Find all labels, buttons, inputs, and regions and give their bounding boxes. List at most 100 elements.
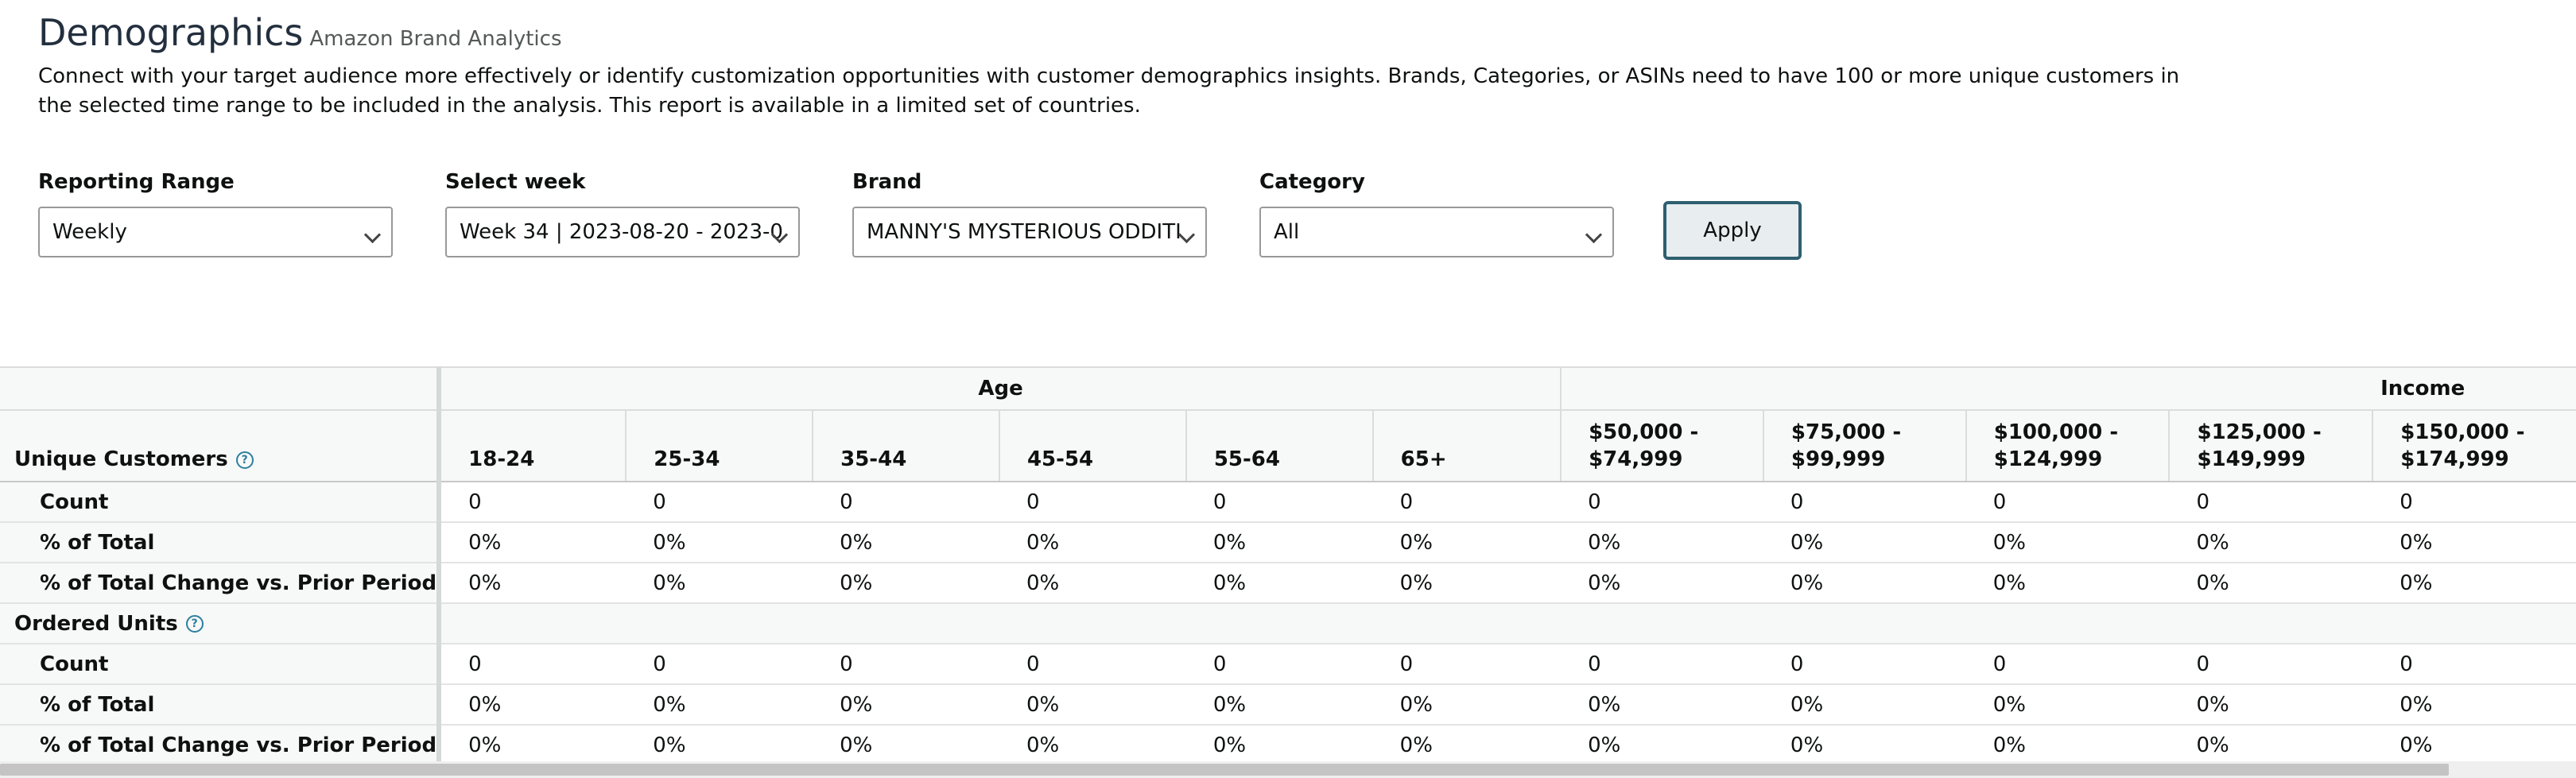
column-header[interactable]: $50,000 - $74,999 [1560,409,1763,482]
table-cell: 0% [439,563,627,604]
table-cell: 0% [626,725,813,761]
table-row: % of Total 0% 0% 0% 0% 0% 0% 0% 0% 0% 0% 0% [0,684,2576,726]
table-cell: 0% [1185,522,1373,563]
select-week-select[interactable]: Week 34 | 2023-08-20 - 2023-0 [445,207,800,257]
column-header[interactable]: $100,000 - $124,999 [1965,409,2170,482]
table-cell: 0 [1561,644,1763,685]
table-cell: 0% [1372,563,1562,604]
table-cell: 0 [999,482,1186,523]
row-label: % of Total Change vs. Prior Period [0,563,442,604]
table-cell: 0 [439,482,627,523]
ordered-units-title: Ordered Units [14,611,178,636]
category-label: Category [1259,170,1365,194]
table-cell: 0% [1965,725,2170,761]
table-cell: 0% [1561,563,1763,604]
table-cell: 0% [1763,563,1966,604]
table-cell: 0 [626,644,813,685]
row-label: Count [0,644,442,685]
table-cell: 0 [1763,644,1966,685]
table-cell: 0% [1965,563,2170,604]
select-week-value: Week 34 | 2023-08-20 - 2023-0 [460,220,783,244]
table-cell: 0% [813,684,999,726]
table-row: Count 0 0 0 0 0 0 0 0 0 0 0 [0,482,2576,523]
table-cell: 0% [2372,684,2576,726]
table-cell: 0 [2169,482,2373,523]
table-cell: 0% [999,725,1186,761]
table-cell: 0% [1965,522,2170,563]
chevron-down-icon [1585,226,1603,244]
column-header-row: Unique Customers? 18-24 25-34 35-44 45-5… [0,409,2576,482]
column-header[interactable]: 25-34 [625,409,813,482]
brand-select[interactable]: MANNY'S MYSTERIOUS ODDITI [852,207,1207,257]
horizontal-scrollbar[interactable] [0,761,2576,778]
column-header[interactable]: 55-64 [1185,409,1373,482]
table-cell: 0% [813,563,999,604]
ordered-units-rows: Count 0 0 0 0 0 0 0 0 0 0 0% of Total 0% 0% 0% 0% 0% 0% 0%… [0,644,2576,761]
table-cell: 0% [1561,684,1763,726]
column-header[interactable]: $150,000 - $174,999 [2372,409,2576,482]
demographics-table: Age Income Unique Customers? 18-24 25-34… [0,366,2576,761]
brand-value: MANNY'S MYSTERIOUS ODDITI [867,220,1181,244]
column-header[interactable]: $75,000 - $99,999 [1762,409,1966,482]
table-cell: 0 [2372,482,2576,523]
table-cell: 0% [1965,684,2170,726]
ordered-units-header: Ordered Units? [0,603,442,644]
ordered-units-section-row: Ordered Units? [0,603,2576,644]
column-header[interactable]: 45-54 [998,409,1186,482]
unique-customers-header: Unique Customers? [0,409,442,482]
chevron-down-icon [363,226,382,244]
table-cell: 0% [2169,684,2373,726]
table-cell: 0 [813,644,999,685]
reporting-range-label: Reporting Range [38,170,235,194]
category-value: All [1274,220,1300,244]
apply-button[interactable]: Apply [1663,201,1802,260]
row-label: % of Total [0,684,442,726]
section-spacer [439,603,2576,644]
age-group-header: Age [438,366,1562,410]
table-cell: 0% [2169,522,2373,563]
table-cell: 0% [999,684,1186,726]
table-cell: 0 [1372,644,1562,685]
row-label: % of Total [0,522,442,563]
reporting-range-select[interactable]: Weekly [38,207,393,257]
reporting-range-value: Weekly [52,220,127,244]
brand-label: Brand [852,170,922,194]
table-cell: 0% [2169,725,2373,761]
scrollbar-thumb[interactable] [0,764,2449,776]
select-week-label: Select week [445,170,586,194]
table-cell: 0% [1763,522,1966,563]
help-icon[interactable]: ? [185,615,204,633]
table-cell: 0% [1185,725,1373,761]
unique-customers-rows: Count 0 0 0 0 0 0 0 0 0 0 0% of Total 0% 0% 0% 0% 0% 0% 0%… [0,482,2576,604]
table-cell: 0% [813,522,999,563]
table-cell: 0 [2372,644,2576,685]
table-cell: 0 [813,482,999,523]
page-title: Demographics [38,11,304,54]
corner-cell [0,366,442,410]
table-cell: 0% [439,684,627,726]
table-cell: 0% [2169,563,2373,604]
page-title-block: Demographics Amazon Brand Analytics [38,11,562,54]
category-select[interactable]: All [1259,207,1614,257]
column-header[interactable]: 35-44 [812,409,999,482]
table-cell: 0 [1372,482,1562,523]
table-row: % of Total Change vs. Prior Period 0% 0% 0%… [0,725,2576,761]
table-cell: 0% [1763,725,1966,761]
table-cell: 0% [2372,725,2576,761]
help-icon[interactable]: ? [235,451,254,469]
table-cell: 0% [626,563,813,604]
table-cell: 0% [999,563,1186,604]
income-group-header: Income [1560,366,2576,410]
table-cell: 0% [626,522,813,563]
table-cell: 0% [2372,522,2576,563]
unique-customers-title: Unique Customers [14,447,228,471]
page-description: Connect with your target audience more e… [38,64,2180,118]
table-cell: 0 [1965,644,2170,685]
column-header[interactable]: 65+ [1371,409,1562,482]
table-cell: 0 [1185,482,1373,523]
column-header[interactable]: 18-24 [438,409,627,482]
column-header[interactable]: $125,000 - $149,999 [2168,409,2373,482]
table-row: % of Total Change vs. Prior Period 0% 0% 0%… [0,563,2576,604]
table-cell: 0 [626,482,813,523]
row-label: Count [0,482,442,523]
